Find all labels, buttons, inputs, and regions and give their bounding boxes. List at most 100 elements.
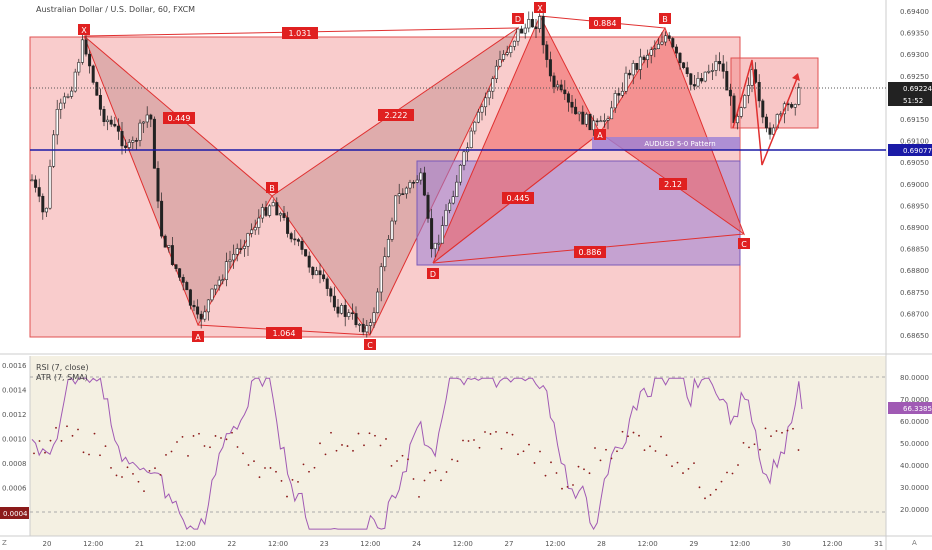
atr-dot [99,454,101,457]
candle-body [592,120,596,131]
candle-body [178,268,182,278]
rsi-tick-label: 50.0000 [900,440,929,448]
price-tick-label: 0.68700 [900,310,929,318]
candle-body [156,168,160,202]
atr-dot [385,438,387,440]
candle-body [289,233,293,240]
atr-dot [550,461,552,464]
atr-dot [610,457,613,460]
candle-body [451,196,455,204]
atr-dot [511,433,514,436]
atr-dot [528,443,530,446]
atr-dot [594,447,596,449]
candle-body [455,181,459,197]
atr-dot [170,450,173,453]
atr-dot [775,430,778,432]
pattern-name: AUDUSD 5-0 Pattern [644,140,715,148]
atr-dot [214,435,217,437]
price-tick-label: 0.69050 [900,159,929,167]
candle-body [484,97,488,108]
candle-body [167,245,171,248]
candle-body [116,125,120,132]
candle-body [124,145,128,148]
candle-body [541,16,545,46]
candle-body [556,84,560,88]
candle-body [707,70,711,73]
projection-arrow-icon [792,73,800,81]
atr-dot [654,450,657,452]
atr-dot [60,440,63,442]
atr-dot [313,466,316,469]
candle-body [422,172,426,196]
atr-dot [704,497,706,500]
atr-dot [324,453,327,456]
candle-body [282,213,286,218]
candle-body [217,279,221,286]
atr-dot [330,431,332,434]
time-axis[interactable]: 20 12:00 21 12:00 22 12:00 23 12:00 24 12:00 27 12:… [43,540,884,548]
candle-body [73,71,77,92]
candle-body [343,304,347,317]
candle-body [552,75,556,88]
candle-body [790,104,794,108]
candle-body [268,205,272,216]
candle-body [660,41,664,45]
candle-body [440,225,444,244]
candle-body [631,62,635,76]
zoom-button[interactable]: Z [2,539,7,547]
atr-dot [770,435,772,438]
atr-dot [165,454,167,456]
candle-body [318,270,322,276]
time-tick-label: 27 [505,540,514,548]
atr-dot [220,437,222,439]
atr-dot [407,458,409,461]
atr-dot [357,432,360,435]
time-tick-label: 21 [135,540,144,548]
rsi-tick-label: 20.0000 [900,506,929,514]
auto-scale-button[interactable]: A [912,539,917,547]
candle-body [736,116,740,124]
candle-body [599,120,603,123]
candle-body [415,179,419,183]
atr-dot [638,434,640,437]
price-tick-label: 0.68850 [900,246,929,254]
candle-body [703,71,707,82]
candle-body [88,53,92,67]
candle-body [152,118,156,169]
candle-body [322,274,326,280]
atr-dot [236,446,239,448]
atr-dot [445,471,448,473]
time-tick-label: 22 [227,540,236,548]
candle-body [37,187,41,197]
candle-body [692,84,696,87]
atr-dot [269,467,272,469]
countdown-text: 51:52 [903,97,923,105]
candle-body [329,288,333,297]
atr-dot [660,435,662,438]
candle-body [530,19,534,28]
time-tick-label: 12:00 [453,540,473,548]
atr-tick-label: 0.0016 [2,362,27,370]
atr-dot [566,485,569,488]
atr-dot [544,474,547,477]
atr-dot [176,441,178,443]
atr-dot [434,469,437,472]
candle-body [664,35,668,43]
atr-dot [335,449,338,452]
atr-dot [291,478,294,481]
candle-body [91,65,95,83]
candle-body [260,207,264,219]
candle-body [462,151,466,166]
rsi-tick-label: 40.0000 [900,462,929,470]
atr-dot [462,439,464,442]
candle-body [476,111,480,123]
atr-dot [588,472,591,475]
candle-body [458,164,462,183]
time-tick-label: 12:00 [360,540,380,548]
candle-body [192,305,196,308]
atr-dot [104,445,107,448]
candle-body [602,120,606,122]
time-tick-label: 12:00 [176,540,196,548]
candle-body [300,241,304,250]
